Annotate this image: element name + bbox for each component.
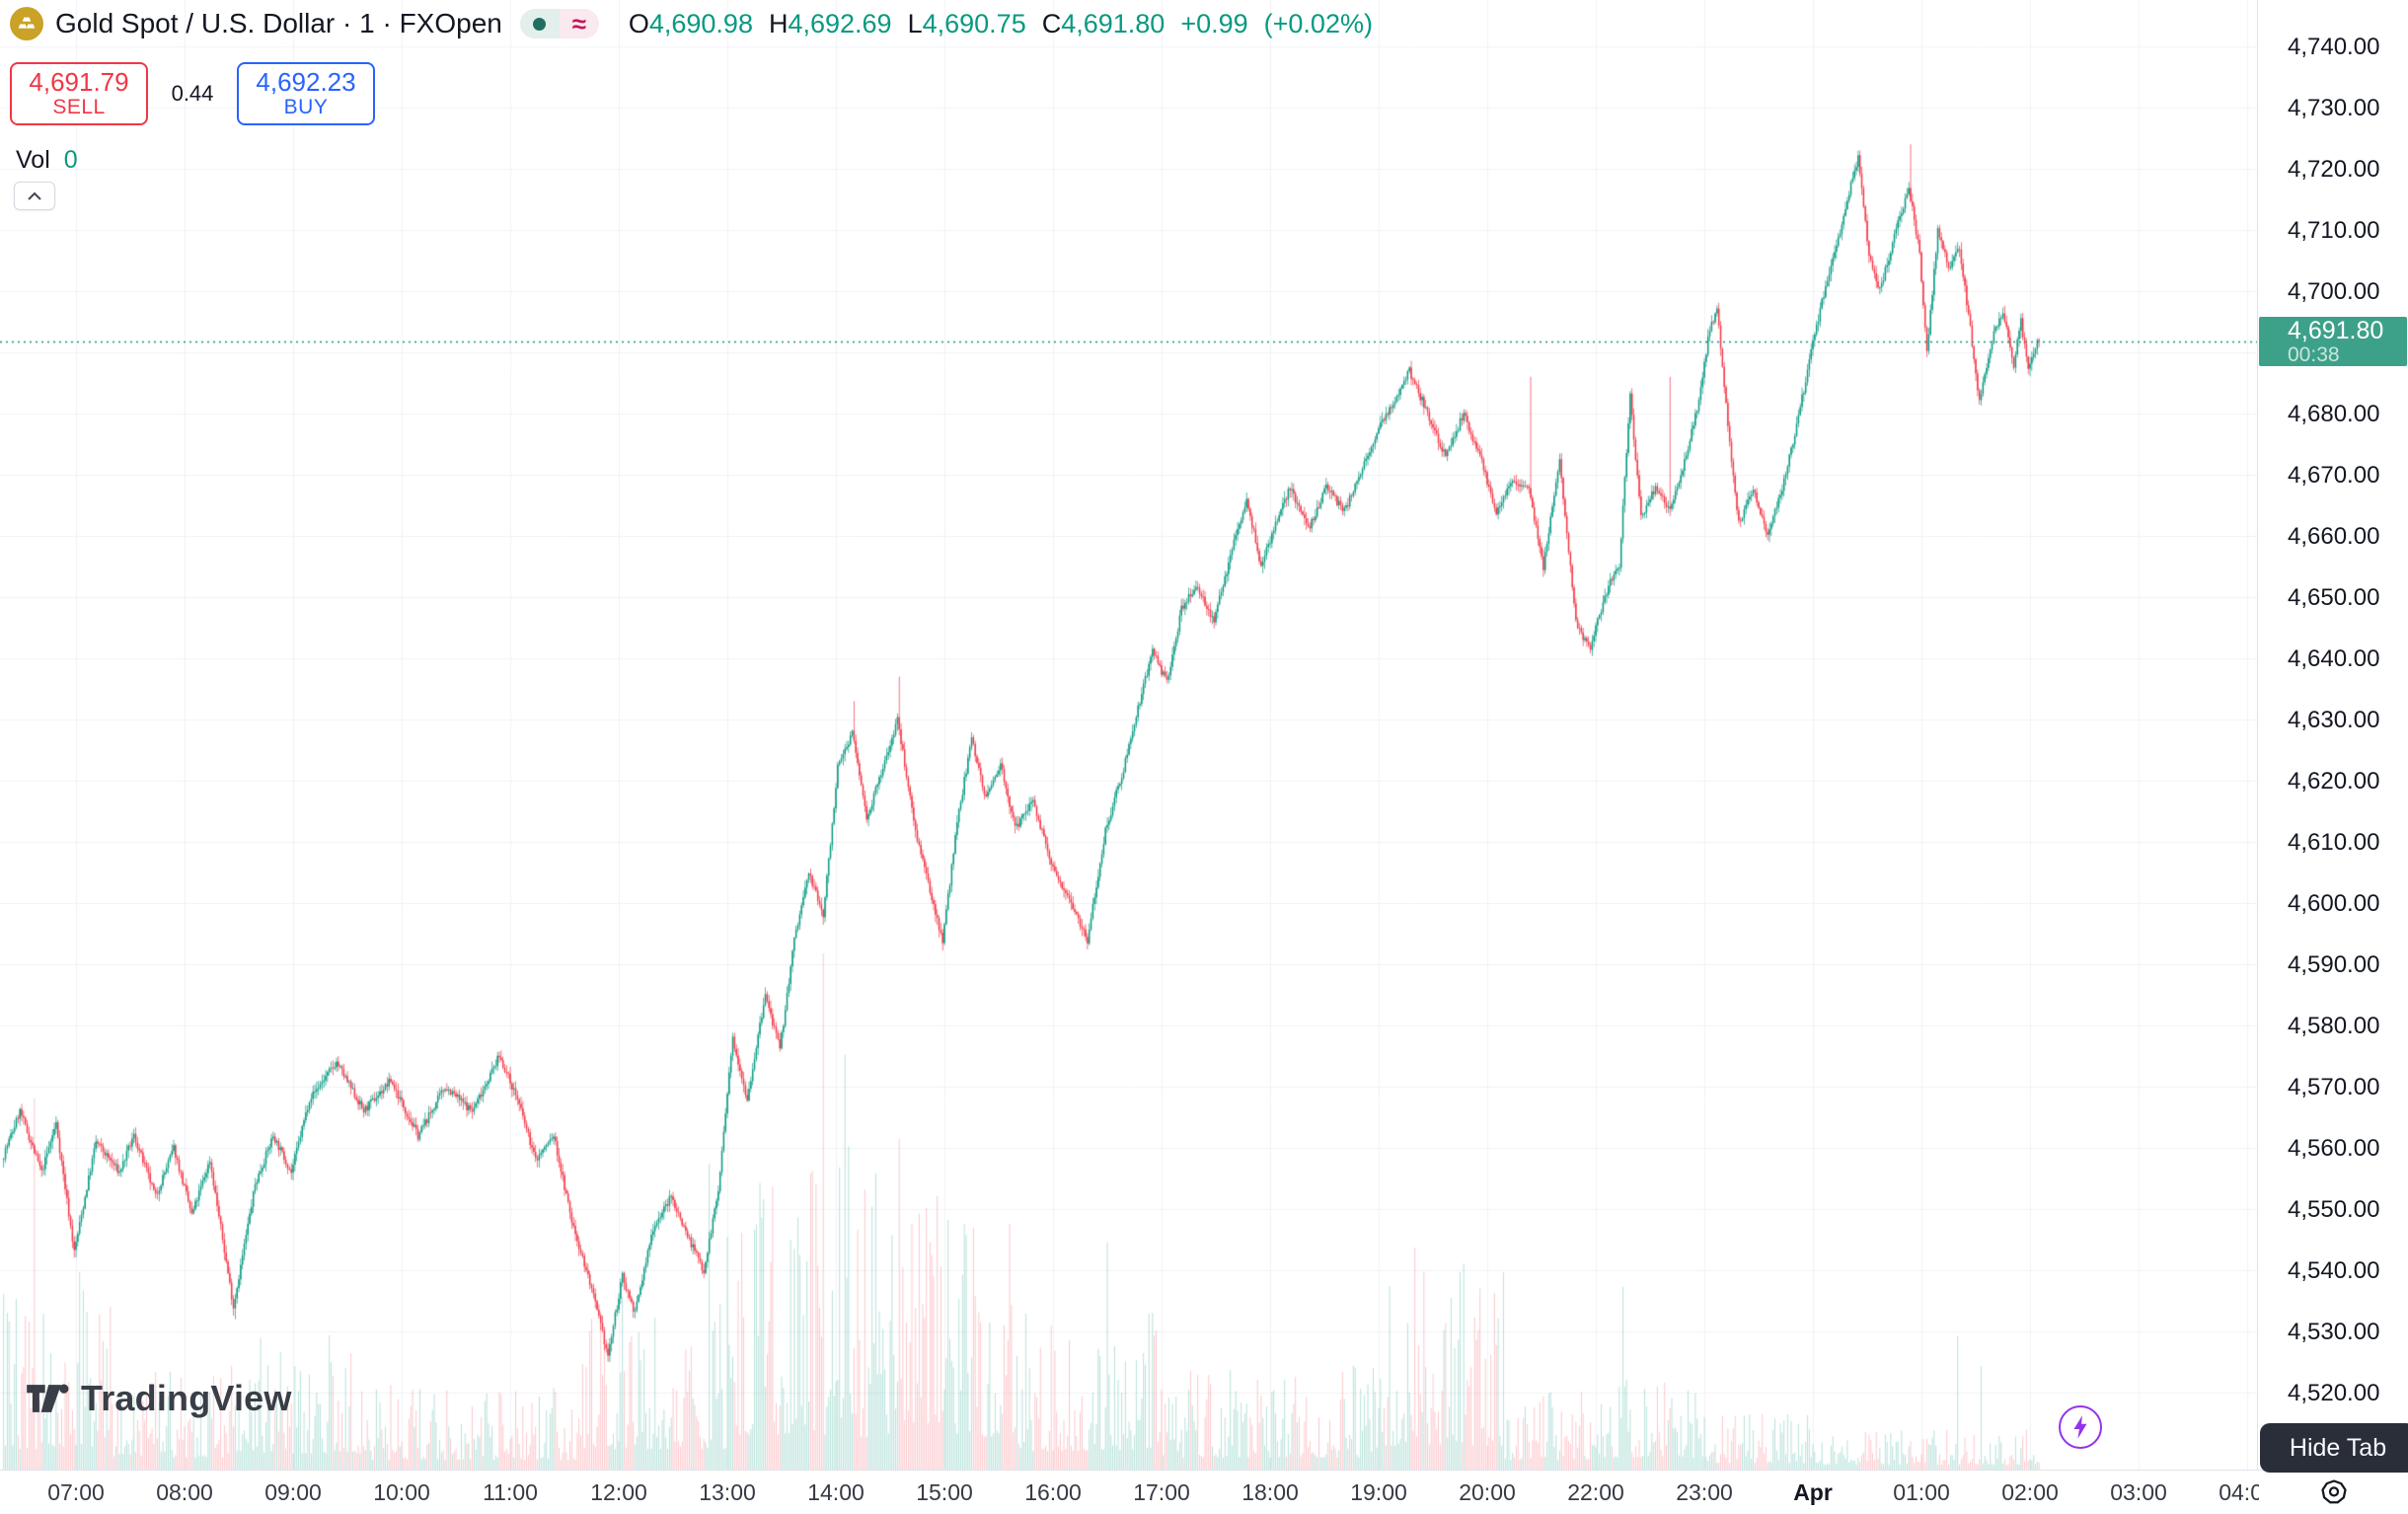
hide-tab-label: Hide Tab <box>2289 1433 2387 1462</box>
symbol-title[interactable]: Gold Spot / U.S. Dollar · 1 · FXOpen <box>55 8 502 38</box>
time-axis-label: 02:00 <box>2001 1479 2059 1505</box>
sell-price: 4,691.79 <box>29 67 129 97</box>
time-axis-label: 23:00 <box>1676 1479 1733 1505</box>
price-axis-label: 4,570.00 <box>2288 1074 2380 1100</box>
delayed-data-pill[interactable]: ≈ <box>559 9 599 38</box>
time-axis-label: 19:00 <box>1350 1479 1407 1505</box>
chevron-up-icon <box>28 191 41 200</box>
change-value: +0.99 <box>1180 8 1248 38</box>
price-axis[interactable]: 4,691.80 00:38 4,740.00 4,730.00 4,720.00 4… <box>2257 0 2408 1471</box>
time-axis-label: 03:00 <box>2110 1479 2167 1505</box>
price-axis-label: 4,600.00 <box>2288 890 2380 917</box>
collapse-panel-button[interactable] <box>14 182 55 210</box>
buy-label: BUY <box>283 96 329 118</box>
price-axis-label: 4,520.00 <box>2288 1380 2380 1406</box>
time-axis-label: 10:00 <box>373 1479 430 1505</box>
price-axis-label: 4,730.00 <box>2288 95 2380 121</box>
time-axis-label: 07:00 <box>47 1479 105 1505</box>
time-axis-label: Apr <box>1793 1479 1833 1505</box>
price-axis-label: 4,680.00 <box>2288 401 2380 427</box>
price-axis-label: 4,630.00 <box>2288 707 2380 733</box>
time-axis-label: 16:00 <box>1024 1479 1082 1505</box>
time-axis-label: 14:00 <box>807 1479 865 1505</box>
close-value: C4,691.80 <box>1041 8 1166 38</box>
gear-icon[interactable] <box>2319 1477 2349 1507</box>
gold-bars-icon <box>10 7 43 40</box>
time-axis-label: 08:00 <box>156 1479 213 1505</box>
bar-countdown: 00:38 <box>2288 342 2340 366</box>
lightning-bolt-icon <box>2073 1415 2087 1439</box>
time-axis-label: 04:00 <box>2219 1479 2259 1505</box>
price-axis-label: 4,670.00 <box>2288 462 2380 489</box>
tradingview-logo-icon <box>27 1384 69 1412</box>
price-axis-label: 4,700.00 <box>2288 278 2380 305</box>
market-status-pills[interactable]: ≈ <box>519 9 599 38</box>
price-axis-label: 4,610.00 <box>2288 829 2380 856</box>
market-status-pill[interactable] <box>519 9 560 38</box>
time-axis-label: 01:00 <box>1893 1479 1950 1505</box>
volume-value: 0 <box>63 146 78 174</box>
time-axis-label: 22:00 <box>1567 1479 1624 1505</box>
candlestick-chart-canvas[interactable] <box>0 0 2259 1471</box>
chart-header: Gold Spot / U.S. Dollar · 1 · FXOpen ≈ O… <box>10 4 1373 43</box>
price-axis-label: 4,540.00 <box>2288 1257 2380 1284</box>
low-value: L4,690.75 <box>907 8 1026 38</box>
sell-button[interactable]: 4,691.79 SELL <box>10 62 148 125</box>
time-axis-label: 11:00 <box>483 1479 538 1505</box>
time-axis-label: 20:00 <box>1459 1479 1516 1505</box>
price-axis-label: 4,650.00 <box>2288 584 2380 611</box>
change-percent: (+0.02%) <box>1263 8 1373 38</box>
quick-trade-button[interactable] <box>2059 1405 2102 1449</box>
ohlc-values: O4,690.98 H4,692.69 L4,690.75 C4,691.80 … <box>629 9 1373 39</box>
time-axis-label: 09:00 <box>264 1479 322 1505</box>
price-axis-label: 4,710.00 <box>2288 217 2380 244</box>
symbol-title-row[interactable]: Gold Spot / U.S. Dollar · 1 · FXOpen ≈ O… <box>10 4 1373 43</box>
volume-study-row: Vol 0 <box>16 146 78 175</box>
price-axis-label: 4,580.00 <box>2288 1013 2380 1039</box>
price-axis-label: 4,660.00 <box>2288 523 2380 550</box>
spread-value: 0.44 <box>171 81 214 106</box>
buy-button[interactable]: 4,692.23 BUY <box>237 62 375 125</box>
time-axis[interactable]: 07:00 08:00 09:00 10:00 11:00 12:00 13:00 14:00… <box>0 1470 2259 1514</box>
high-value: H4,692.69 <box>768 8 892 38</box>
last-price-badge[interactable]: 4,691.80 00:38 <box>2259 316 2407 366</box>
tradingview-logo[interactable]: TradingView <box>26 1378 292 1419</box>
price-axis-label: 4,720.00 <box>2288 156 2380 183</box>
open-value: O4,690.98 <box>628 8 753 38</box>
time-axis-label: 13:00 <box>699 1479 756 1505</box>
time-axis-label: 18:00 <box>1242 1479 1299 1505</box>
price-axis-label: 4,590.00 <box>2288 951 2380 978</box>
hide-tab-button[interactable]: Hide Tab <box>2260 1423 2408 1473</box>
tradingview-logo-text: TradingView <box>81 1378 292 1418</box>
time-axis-label: 17:00 <box>1133 1479 1190 1505</box>
time-axis-label: 15:00 <box>916 1479 973 1505</box>
volume-label: Vol <box>16 146 50 174</box>
price-axis-label: 4,640.00 <box>2288 645 2380 672</box>
price-axis-label: 4,530.00 <box>2288 1319 2380 1345</box>
last-price-value: 4,691.80 <box>2288 316 2384 344</box>
price-axis-label: 4,740.00 <box>2288 34 2380 60</box>
market-open-dot-icon <box>533 17 547 31</box>
order-panel: 4,691.79 SELL 0.44 4,692.23 BUY <box>10 62 375 125</box>
price-axis-label: 4,550.00 <box>2288 1196 2380 1223</box>
time-axis-label: 12:00 <box>590 1479 647 1505</box>
buy-price: 4,692.23 <box>256 67 356 97</box>
price-axis-label: 4,560.00 <box>2288 1135 2380 1162</box>
delayed-data-icon: ≈ <box>571 9 586 38</box>
axis-corner <box>2259 1470 2408 1514</box>
sell-label: SELL <box>52 96 106 118</box>
price-axis-label: 4,620.00 <box>2288 768 2380 795</box>
